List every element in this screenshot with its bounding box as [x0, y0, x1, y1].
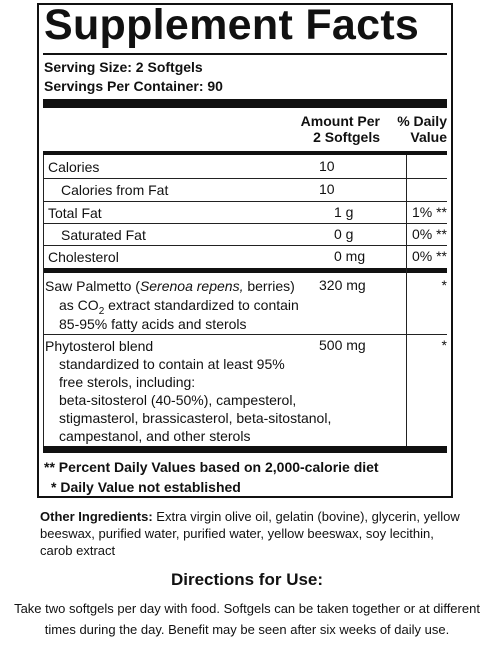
row-name: Calories from Fat: [61, 182, 169, 198]
daily-value-header: % Daily Value: [397, 113, 447, 145]
other-ingredients-text: Extra virgin olive oil, gelatin (bovine)…: [40, 509, 460, 558]
phytosterol-line: stigmasterol, brassicasterol, beta-sitos…: [59, 410, 332, 426]
other-ingredients-label: Other Ingredients:: [40, 509, 153, 524]
row-amount: 10: [319, 158, 335, 174]
row-amount: 0 g: [334, 226, 354, 242]
serving-size: Serving Size: 2 Softgels: [44, 59, 203, 75]
phytosterol-dv: *: [441, 337, 447, 353]
supplement-facts-panel: Supplement Facts Serving Size: 2 Softgel…: [37, 1, 453, 498]
row-divider: [43, 223, 447, 224]
thick-divider: [43, 99, 447, 108]
header-divider: [43, 151, 447, 155]
row-divider: [43, 245, 447, 246]
directions-text: Take two softgels per day with food. Sof…: [0, 598, 494, 640]
phytosterol-line: campestanol, and other sterols: [59, 428, 251, 444]
row-dv: 1% **: [411, 204, 447, 220]
row-name: Total Fat: [48, 205, 102, 221]
saw-name-start: Saw Palmetto (: [45, 278, 140, 294]
row-name: Cholesterol: [48, 249, 119, 265]
row-name: Saturated Fat: [61, 227, 146, 243]
row-divider: [43, 201, 447, 202]
saw-palmetto-dv: *: [441, 277, 447, 293]
column-divider-dv: [406, 155, 407, 446]
servings-per-container: Servings Per Container: 90: [44, 78, 223, 94]
thick-divider: [43, 268, 447, 273]
directions-line2: times during the day. Benefit may be see…: [44, 622, 450, 637]
amount-header: Amount Per 2 Softgels: [299, 113, 380, 145]
phytosterol-line: beta-sitosterol (40-50%), campesterol,: [59, 392, 297, 408]
phytosterol-line: free sterols, including:: [59, 374, 196, 390]
phytosterol-line: standardized to contain at least 95%: [59, 356, 285, 372]
saw-palmetto-line2: as CO2 extract standardized to contain: [59, 296, 299, 321]
row-divider: [43, 334, 447, 335]
dv-header-line1: % Daily: [397, 113, 447, 129]
saw-palmetto-name: Saw Palmetto (Serenoa repens, berries): [45, 277, 295, 295]
thick-divider: [43, 446, 447, 453]
saw-line2-post: extract standardized to contain: [104, 297, 299, 313]
row-amount: 1 g: [334, 204, 354, 220]
phytosterol-amount: 500 mg: [319, 337, 366, 353]
saw-line2-sub: 2: [98, 305, 105, 317]
directions-title: Directions for Use:: [170, 570, 324, 589]
dv-header-line2: Value: [410, 129, 447, 145]
amount-header-line2: 2 Softgels: [313, 129, 380, 145]
saw-name-italic: Serenoa repens,: [139, 278, 244, 294]
saw-name-end: berries): [243, 278, 295, 294]
row-amount: 10: [319, 181, 335, 197]
saw-line2-pre: as CO: [59, 297, 99, 313]
column-divider-left: [43, 155, 44, 446]
footnote-percent-dv: ** Percent Daily Values based on 2,000-c…: [44, 459, 379, 475]
row-amount: 0 mg: [334, 248, 366, 264]
other-ingredients: Other Ingredients: Extra virgin olive oi…: [40, 508, 460, 559]
panel-title: Supplement Facts: [44, 1, 420, 49]
amount-header-line1: Amount Per: [300, 113, 380, 129]
row-dv: 0% **: [411, 226, 447, 242]
row-name: Calories: [48, 159, 100, 175]
directions-line1: Take two softgels per day with food. Sof…: [14, 601, 480, 616]
footnote-dv-not-established: * Daily Value not established: [51, 479, 241, 495]
divider: [43, 53, 447, 55]
saw-palmetto-amount: 320 mg: [319, 277, 366, 293]
row-divider: [43, 178, 447, 179]
row-dv: 0% **: [411, 248, 447, 264]
phytosterol-name: Phytosterol blend: [45, 338, 154, 354]
saw-palmetto-line3: 85-95% fatty acids and sterols: [59, 316, 247, 332]
